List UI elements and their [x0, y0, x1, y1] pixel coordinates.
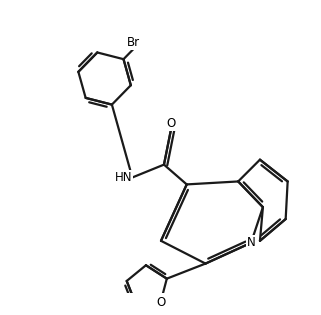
Text: HN: HN [115, 171, 132, 184]
Text: Br: Br [126, 36, 140, 49]
Text: O: O [156, 296, 165, 309]
Text: O: O [166, 117, 176, 130]
Text: N: N [247, 236, 256, 249]
